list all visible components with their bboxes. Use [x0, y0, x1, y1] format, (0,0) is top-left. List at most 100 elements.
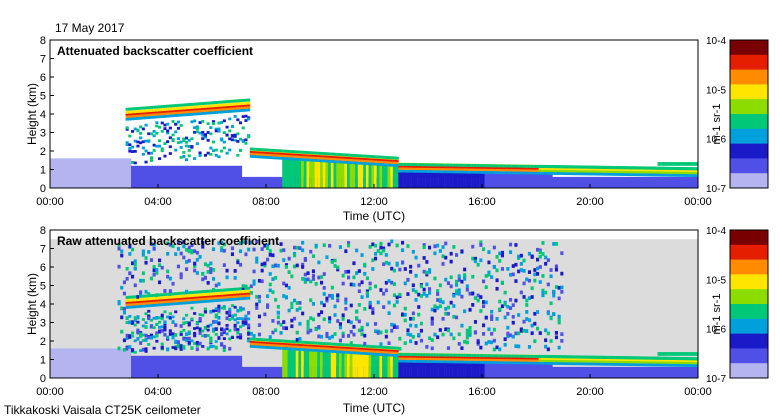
noise-cell	[120, 329, 124, 334]
cloud-cell	[357, 351, 361, 355]
noise-cell	[220, 342, 224, 346]
noise-cell	[357, 328, 361, 333]
cloud-cell	[608, 357, 612, 361]
echo-cell	[222, 331, 226, 334]
cloud-cell	[662, 166, 666, 170]
noise-cell	[266, 246, 270, 251]
echo-cell	[190, 306, 194, 310]
cloud-cell	[309, 155, 313, 159]
noise-cell	[279, 322, 283, 327]
late-layer-cell	[695, 162, 699, 166]
echo-cell	[152, 149, 156, 152]
echo-cell	[209, 336, 213, 340]
cloud-cell	[179, 291, 183, 295]
cloud-cell	[390, 346, 394, 350]
echo-cell	[171, 138, 175, 141]
cloud-cell	[533, 168, 537, 172]
surface-cell	[247, 366, 251, 378]
noise-cell	[517, 344, 521, 349]
cloud-cell	[576, 357, 580, 361]
cloud-cell	[198, 290, 202, 294]
cloud-cell	[606, 356, 610, 360]
surface-cell	[68, 348, 72, 378]
noise-cell	[403, 306, 407, 311]
noise-cell	[519, 268, 523, 272]
noise-cell	[546, 258, 550, 263]
cloud-cell	[195, 107, 199, 111]
noise-cell	[276, 315, 280, 320]
cloud-cell	[403, 162, 407, 166]
cloud-cell	[139, 113, 143, 117]
cloud-cell	[452, 353, 456, 357]
cloud-cell	[174, 114, 178, 117]
colorbar-tick-label: 10-5	[706, 85, 726, 96]
cloud-cell	[668, 173, 672, 177]
surface-cell	[79, 158, 83, 188]
surface-cell	[74, 348, 78, 378]
noise-cell	[125, 346, 129, 351]
noise-cell	[344, 306, 348, 311]
subcloud-cell	[525, 172, 529, 188]
noise-cell	[187, 249, 191, 254]
cloud-cell	[338, 157, 342, 161]
cloud-cell	[371, 347, 375, 351]
cloud-cell	[314, 153, 318, 157]
cloud-cell	[287, 152, 291, 156]
cloud-cell	[371, 345, 375, 349]
cloud-cell	[236, 99, 240, 103]
noise-cell	[252, 334, 256, 338]
cloud-cell	[679, 357, 683, 361]
noise-cell	[328, 243, 332, 248]
noise-cell	[487, 327, 491, 332]
cloud-cell	[517, 358, 521, 362]
cloud-cell	[179, 108, 183, 112]
echo-cell	[149, 151, 153, 155]
surface-cell	[179, 165, 183, 188]
noise-cell	[527, 270, 531, 274]
cloud-cell	[530, 354, 534, 358]
cloud-cell	[220, 100, 224, 104]
cloud-cell	[163, 300, 167, 304]
noise-cell	[220, 332, 224, 336]
cloud-cell	[498, 354, 502, 358]
cloud-cell	[320, 159, 324, 163]
noise-cell	[430, 321, 434, 326]
cloud-cell	[298, 345, 302, 349]
surface-cell	[176, 355, 180, 378]
cloud-cell	[295, 154, 299, 158]
subcloud-cell	[414, 360, 418, 378]
cloud-cell	[417, 354, 421, 358]
cloud-cell	[503, 354, 507, 358]
cloud-cell	[441, 167, 445, 171]
noise-cell	[295, 330, 299, 335]
cloud-cell	[657, 168, 661, 172]
cloud-cell	[333, 152, 337, 156]
cloud-cell	[290, 152, 294, 156]
noise-cell	[552, 293, 556, 298]
late-layer-cell	[687, 162, 691, 166]
noise-cell	[473, 259, 477, 264]
echo-cell	[185, 313, 189, 317]
echo-cell	[193, 119, 197, 123]
noise-cell	[374, 322, 378, 326]
cloud-cell	[230, 292, 234, 296]
cloud-cell	[384, 350, 388, 354]
echo-cell	[233, 138, 237, 142]
colorbar-swatch	[730, 69, 768, 85]
cloud-cell	[217, 103, 221, 107]
cloud-cell	[317, 154, 321, 158]
cloud-cell	[441, 353, 445, 357]
noise-cell	[149, 335, 153, 340]
noise-cell	[560, 251, 564, 256]
noise-cell	[495, 286, 499, 291]
cloud-cell	[398, 354, 402, 358]
noise-cell	[503, 342, 507, 347]
echo-cell	[144, 139, 148, 143]
cloud-cell	[538, 171, 542, 175]
precip-cell	[298, 349, 302, 378]
late-layer-cell	[673, 352, 677, 356]
cloud-cell	[552, 169, 556, 173]
surface-cell	[198, 165, 202, 188]
echo-cell	[141, 339, 145, 342]
surface-cell	[203, 165, 207, 188]
